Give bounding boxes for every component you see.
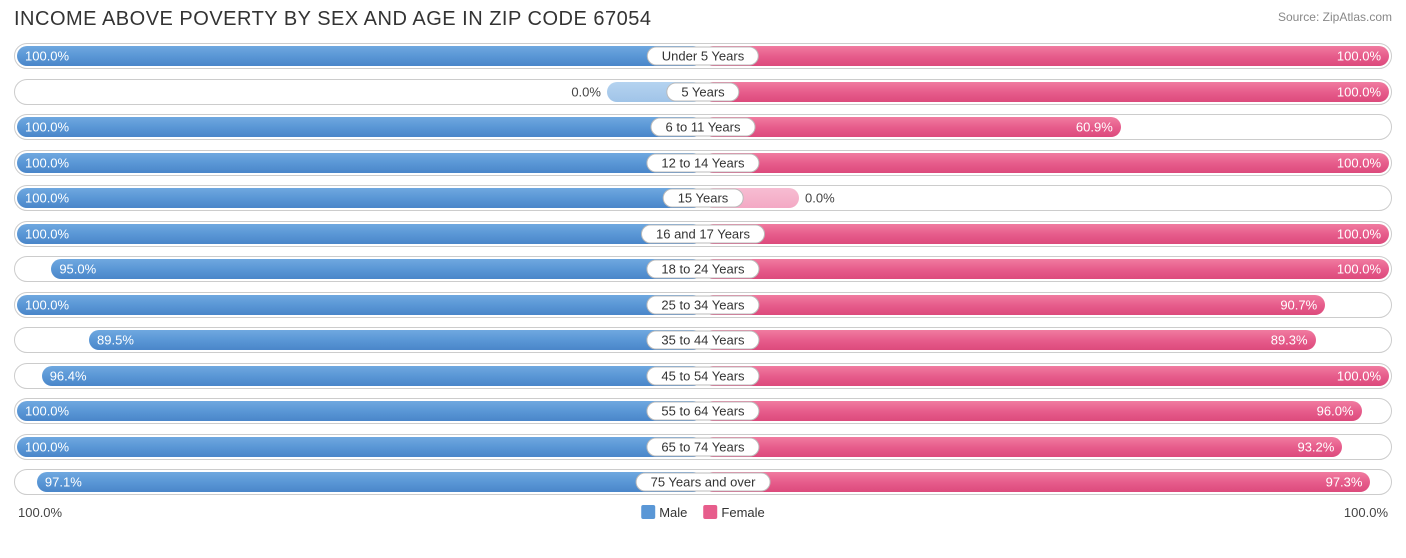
- chart-row: 95.0% 100.0% 18 to 24 Years: [14, 256, 1392, 282]
- male-bar: 95.0%: [51, 259, 703, 279]
- male-value-label: 100.0%: [25, 297, 69, 312]
- female-value-label: 97.3%: [1326, 475, 1363, 490]
- axis-right-label: 100.0%: [1344, 505, 1388, 520]
- male-value-label: 95.0%: [59, 262, 96, 277]
- female-bar: 97.3%: [703, 472, 1370, 492]
- male-bar: 100.0%: [17, 295, 703, 315]
- female-value-label: 100.0%: [1337, 368, 1381, 383]
- category-label: 6 to 11 Years: [651, 118, 756, 137]
- category-label: 55 to 64 Years: [646, 402, 759, 421]
- chart-title: INCOME ABOVE POVERTY BY SEX AND AGE IN Z…: [14, 8, 651, 31]
- legend: Male Female: [641, 505, 765, 520]
- female-value-label: 0.0%: [805, 191, 835, 206]
- category-label: 65 to 74 Years: [646, 437, 759, 456]
- male-value-label: 100.0%: [25, 226, 69, 241]
- female-value-label: 60.9%: [1076, 120, 1113, 135]
- male-value-label: 100.0%: [25, 191, 69, 206]
- male-value-label: 97.1%: [45, 475, 82, 490]
- female-bar: 90.7%: [703, 295, 1325, 315]
- male-bar: 100.0%: [17, 401, 703, 421]
- male-bar: 89.5%: [89, 330, 703, 350]
- female-value-label: 100.0%: [1337, 226, 1381, 241]
- axis-left-label: 100.0%: [18, 505, 62, 520]
- male-value-label: 100.0%: [25, 155, 69, 170]
- male-value-label: 100.0%: [25, 49, 69, 64]
- female-value-label: 90.7%: [1280, 297, 1317, 312]
- chart-row: 100.0% 96.0% 55 to 64 Years: [14, 398, 1392, 424]
- male-bar: 100.0%: [17, 46, 703, 66]
- male-bar: 96.4%: [42, 366, 703, 386]
- category-label: 16 and 17 Years: [641, 224, 765, 243]
- female-value-label: 100.0%: [1337, 262, 1381, 277]
- female-value-label: 100.0%: [1337, 155, 1381, 170]
- category-label: 12 to 14 Years: [646, 153, 759, 172]
- category-label: 18 to 24 Years: [646, 260, 759, 279]
- male-value-label: 100.0%: [25, 404, 69, 419]
- female-value-label: 100.0%: [1337, 49, 1381, 64]
- female-bar: 100.0%: [703, 153, 1389, 173]
- category-label: 5 Years: [666, 82, 739, 101]
- chart-row: 97.1% 97.3% 75 Years and over: [14, 469, 1392, 495]
- source-attribution: Source: ZipAtlas.com: [1278, 8, 1392, 24]
- chart-row: 100.0% 100.0% 12 to 14 Years: [14, 150, 1392, 176]
- female-swatch: [703, 505, 717, 519]
- chart-row: 100.0% 60.9% 6 to 11 Years: [14, 114, 1392, 140]
- female-bar: 100.0%: [703, 46, 1389, 66]
- female-bar: 100.0%: [703, 224, 1389, 244]
- male-value-label: 0.0%: [571, 84, 601, 99]
- female-bar: 100.0%: [703, 366, 1389, 386]
- male-value-label: 96.4%: [50, 368, 87, 383]
- axis-row: 100.0% Male Female 100.0%: [14, 505, 1392, 520]
- male-value-label: 89.5%: [97, 333, 134, 348]
- male-swatch: [641, 505, 655, 519]
- chart-row: 100.0% 0.0% 15 Years: [14, 185, 1392, 211]
- category-label: 75 Years and over: [636, 473, 771, 492]
- male-bar: 100.0%: [17, 188, 703, 208]
- female-bar: 89.3%: [703, 330, 1316, 350]
- male-value-label: 100.0%: [25, 120, 69, 135]
- chart-row: 100.0% 100.0% 16 and 17 Years: [14, 221, 1392, 247]
- male-bar: 100.0%: [17, 117, 703, 137]
- male-bar: 100.0%: [17, 224, 703, 244]
- category-label: 25 to 34 Years: [646, 295, 759, 314]
- chart-row: 89.5% 89.3% 35 to 44 Years: [14, 327, 1392, 353]
- category-label: 45 to 54 Years: [646, 366, 759, 385]
- category-label: 15 Years: [663, 189, 744, 208]
- chart-row: 0.0% 100.0% 5 Years: [14, 79, 1392, 105]
- chart-row: 96.4% 100.0% 45 to 54 Years: [14, 363, 1392, 389]
- category-label: 35 to 44 Years: [646, 331, 759, 350]
- chart-row: 100.0% 90.7% 25 to 34 Years: [14, 292, 1392, 318]
- diverging-bar-chart: 100.0% 100.0% Under 5 Years 0.0% 100.0% 5 Yea…: [14, 43, 1392, 495]
- female-bar: 96.0%: [703, 401, 1362, 421]
- female-value-label: 93.2%: [1297, 439, 1334, 454]
- male-bar: 97.1%: [37, 472, 703, 492]
- female-bar: 60.9%: [703, 117, 1121, 137]
- female-bar: 93.2%: [703, 437, 1342, 457]
- legend-female: Female: [703, 505, 764, 520]
- category-label: Under 5 Years: [647, 47, 759, 66]
- female-bar: 100.0%: [703, 82, 1389, 102]
- legend-male: Male: [641, 505, 687, 520]
- female-bar: 100.0%: [703, 259, 1389, 279]
- female-value-label: 89.3%: [1271, 333, 1308, 348]
- male-bar: 100.0%: [17, 153, 703, 173]
- chart-row: 100.0% 93.2% 65 to 74 Years: [14, 434, 1392, 460]
- male-value-label: 100.0%: [25, 439, 69, 454]
- female-value-label: 96.0%: [1317, 404, 1354, 419]
- chart-row: 100.0% 100.0% Under 5 Years: [14, 43, 1392, 69]
- male-bar: 100.0%: [17, 437, 703, 457]
- female-value-label: 100.0%: [1337, 84, 1381, 99]
